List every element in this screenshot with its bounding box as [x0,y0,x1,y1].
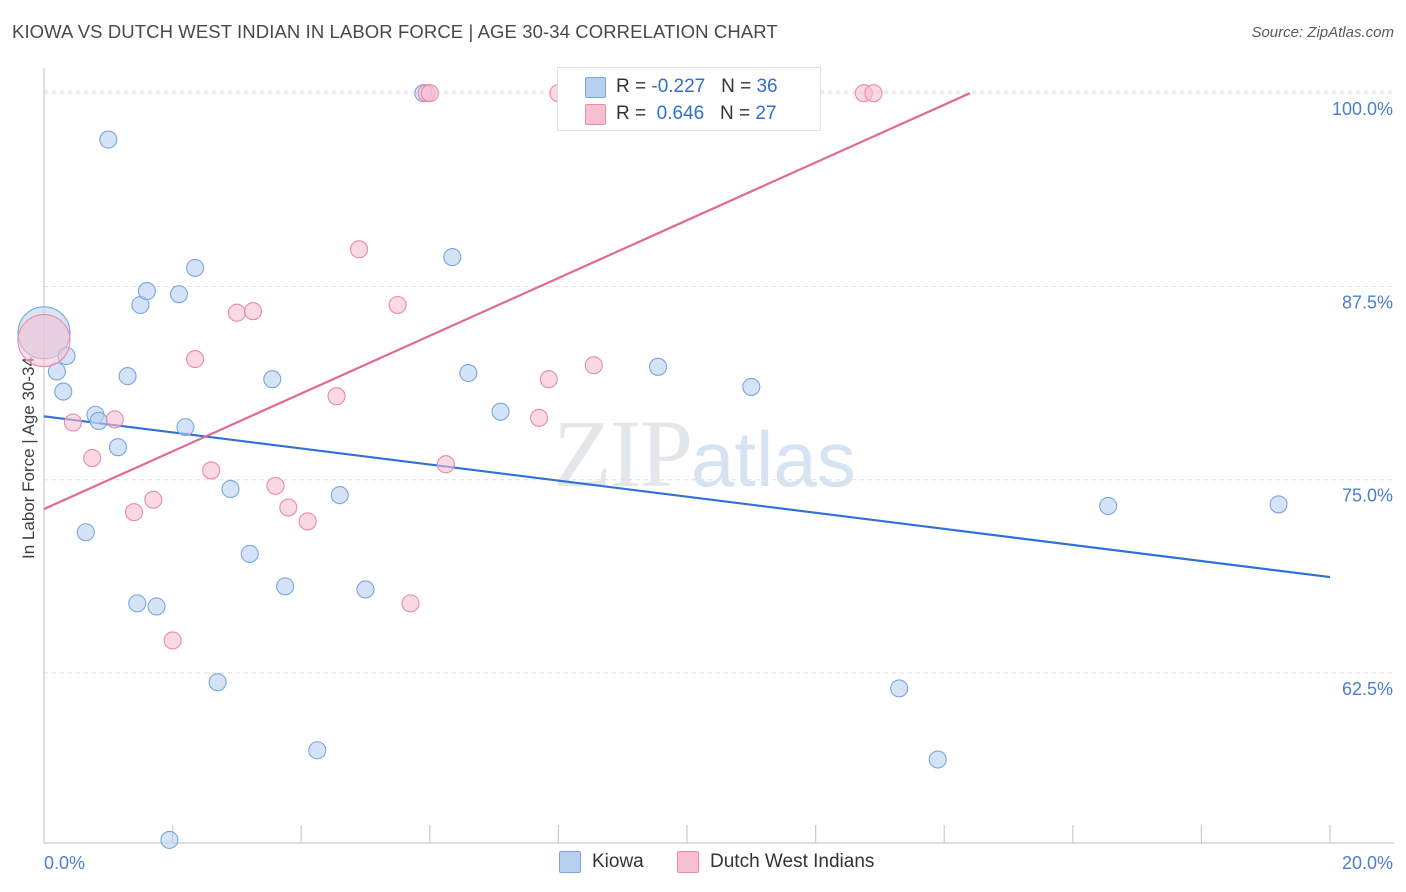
dutch-point [266,476,285,495]
y-tick-label: 75.0% [1342,486,1393,506]
grid-layer [44,90,1394,674]
kiowa-point [742,377,761,396]
dutch-point [864,84,883,103]
dutch-point [243,302,263,321]
legend-dutch-r-value: 0.646 [651,103,705,124]
y-tick-label: 87.5% [1342,292,1393,312]
kiowa-point [276,577,295,596]
legend-item-dutch[interactable]: Dutch West Indians [677,851,874,873]
kiowa-point [263,370,282,389]
dutch-point [186,350,205,369]
dutch-legend-swatch [677,851,699,873]
dutch-point [17,313,71,368]
kiowa-point [176,418,195,437]
kiowa-point [137,282,156,301]
dutch-point [202,461,221,480]
kiowa-point [649,357,668,376]
dutch-trend-line [43,92,971,511]
kiowa-point [208,673,227,692]
kiowa-point [186,258,205,277]
dutch-point [530,408,549,427]
y-tick-label: 62.5% [1342,679,1393,699]
legend-dutch-r-label: R = [616,103,652,124]
legend-item-kiowa[interactable]: Kiowa [559,851,644,873]
y-tick-label: 100.0% [1332,99,1393,119]
tick-label-layer: 62.5% 75.0% 87.5% 100.0% 0.0% 20.0% [44,99,1393,873]
kiowa-point [108,438,127,457]
dutch-point [436,455,455,474]
kiowa-point [330,486,349,505]
dutch-swatch [585,103,606,125]
kiowa-point [99,130,118,149]
dutch-point [144,490,163,509]
kiowa-trend-line [43,415,1331,579]
legend-dutch-n-label: N = [720,103,756,124]
kiowa-point [240,544,259,563]
axis-layer [43,68,1394,844]
kiowa-point [890,679,909,698]
stats-legend: R = -0.227 N = 36 R = 0.646 N = 27 [557,67,821,131]
dutch-point [83,448,102,468]
x-tick-label-max: 20.0% [1342,853,1393,873]
kiowa-point [443,248,462,267]
dutch-point [124,503,144,522]
kiowa-point [89,411,108,430]
series-legend: Kiowa Dutch West Indians [0,851,1406,877]
dutch-point [350,240,369,259]
dutch-point [105,410,124,429]
dutch-point [388,295,407,315]
watermark-atlas: atlas [691,415,856,503]
kiowa-point [928,750,947,769]
legend-dutch-text: R = 0.646 N = 27 [616,103,777,125]
kiowa-point [459,363,478,383]
kiowa-swatch [585,76,606,98]
legend-kiowa-r-label: R = [616,76,652,97]
kiowa-point [118,367,137,386]
dutch-point [279,498,298,517]
kiowa-point [160,830,179,849]
kiowa-point [54,382,73,401]
kiowa-point [76,523,95,542]
legend-kiowa-n-value: 36 [756,76,778,97]
kiowa-point [356,580,375,599]
dutch-point [327,387,346,406]
dutch-point [163,631,182,650]
legend-kiowa-r-value: -0.227 [651,76,706,97]
dutch-point [401,594,420,613]
trend-layer [43,92,1331,579]
kiowa-point [128,594,147,613]
points-layer [17,84,1288,849]
dutch-legend-label: Dutch West Indians [710,851,875,872]
legend-dutch-n-value: 27 [755,103,777,124]
kiowa-point [147,597,166,616]
dutch-point [584,356,603,375]
kiowa-legend-label: Kiowa [592,851,644,872]
kiowa-legend-swatch [559,851,581,873]
kiowa-point [1099,496,1118,516]
dutch-point [420,84,439,103]
kiowa-point [491,402,510,421]
dutch-point [539,370,558,389]
kiowa-point [221,479,240,499]
dutch-point [298,512,317,531]
dutch-point [63,413,82,432]
dutch-point [227,303,246,322]
kiowa-point [169,285,189,304]
chart-title: KIOWA VS DUTCH WEST INDIAN IN LABOR FORC… [12,21,778,42]
x-tick-label-min: 0.0% [44,853,85,873]
legend-kiowa-n-label: N = [721,76,757,97]
kiowa-point [1269,495,1288,514]
source-label: Source: ZipAtlas.com [1251,24,1394,41]
legend-kiowa-text: R = -0.227 N = 36 [616,76,778,98]
kiowa-point [308,741,327,760]
